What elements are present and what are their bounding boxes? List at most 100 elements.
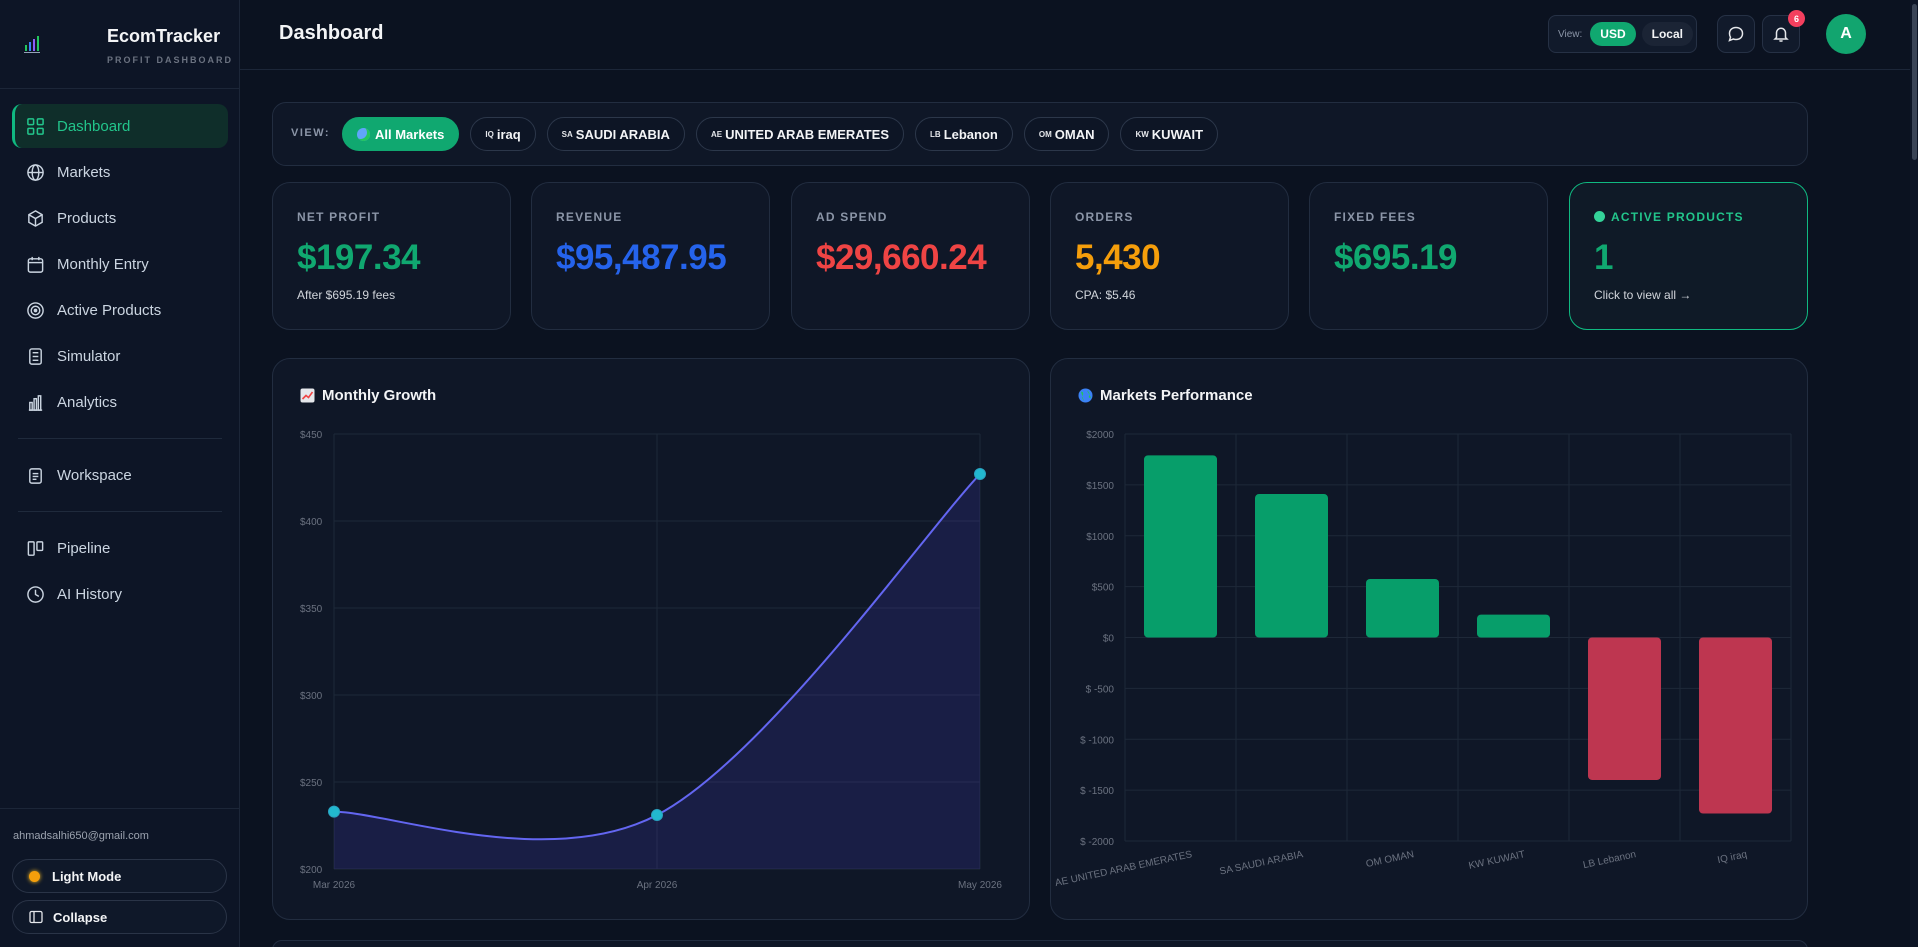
markets-performance-panel: Markets Performance $ -2000 $ -1500 $ -100… xyxy=(1050,358,1808,920)
sidebar-item-active-products[interactable]: Active Products xyxy=(12,288,228,332)
globe-icon xyxy=(27,163,44,181)
page-title: Dashboard xyxy=(279,22,384,44)
market-option-saudi-arabia[interactable]: SA SAUDI ARABIA xyxy=(546,117,685,151)
sidebar-item-analytics[interactable]: Analytics xyxy=(12,380,228,424)
y-tick-label: $200 xyxy=(300,865,323,876)
grid-icon xyxy=(27,117,44,135)
data-point xyxy=(651,809,663,822)
y-tick-label: $500 xyxy=(1092,583,1115,594)
kanban-icon xyxy=(27,540,44,556)
currency-option-usd[interactable]: USD xyxy=(1590,22,1636,46)
kpi-label: AD SPEND xyxy=(816,210,888,224)
chart-title: Monthly Growth xyxy=(322,387,437,404)
x-tick-label: Mar 2026 xyxy=(313,880,356,891)
panel-title: Markets Performance xyxy=(1078,387,1253,404)
sidebar-item-label: Simulator xyxy=(57,347,121,365)
y-tick-label: $300 xyxy=(300,691,323,702)
sidebar-item-label: AI History xyxy=(57,585,123,603)
avatar[interactable]: A xyxy=(1826,14,1866,54)
market-option-kuwait[interactable]: KW KUWAIT xyxy=(1120,117,1219,151)
kpi-label: ORDERS xyxy=(1075,210,1134,224)
y-tick-label: $1000 xyxy=(1086,532,1114,543)
view-all-link[interactable]: Click to view all → xyxy=(1594,288,1692,302)
chat-icon xyxy=(1728,26,1744,42)
bar-chart-icon xyxy=(28,394,43,411)
y-tick-label: $2000 xyxy=(1086,430,1114,441)
country-code: LB xyxy=(930,129,941,139)
scrollbar-track[interactable] xyxy=(1910,0,1918,947)
notifications-button[interactable]: 6 xyxy=(1762,10,1805,53)
x-tick-label: IQ iraq xyxy=(1716,849,1748,866)
logo-icon xyxy=(24,36,40,53)
notification-badge: 6 xyxy=(1788,10,1805,27)
kpi-revenue: REVENUE $95,487.95 xyxy=(531,182,770,330)
panel-title: Monthly Growth xyxy=(300,387,436,404)
market-option-label: UNITED ARAB EMERATES xyxy=(725,126,890,142)
sidebar-item-label: Analytics xyxy=(57,393,118,411)
kpi-active-products-card[interactable]: ACTIVE PRODUCTS 1 Click to view all → xyxy=(1569,182,1808,330)
brand: EcomTracker PROFIT DASHBOARD xyxy=(0,0,239,89)
sidebar-item-dashboard[interactable]: Dashboard xyxy=(12,104,228,148)
data-point xyxy=(974,468,986,481)
market-option-uae[interactable]: AE UNITED ARAB EMERATES xyxy=(695,117,905,151)
divider xyxy=(18,511,222,512)
monthly-growth-chart: $200 $250 $300 $350 $400 $450 Mar 2026 Apr 2026… xyxy=(300,430,1002,891)
market-option-label: All Markets xyxy=(375,126,445,142)
next-section-panel xyxy=(272,940,1808,947)
x-tick-label: LB Lebanon xyxy=(1582,849,1637,871)
y-tick-label: $1500 xyxy=(1086,481,1114,492)
sidebar-collapse-icon xyxy=(29,910,43,924)
sidebar-item-monthly-entry[interactable]: Monthly Entry xyxy=(12,242,228,286)
brand-subtitle: PROFIT DASHBOARD xyxy=(107,55,233,65)
kpi-value: $29,660.24 xyxy=(816,238,987,277)
country-code: OM xyxy=(1038,129,1052,139)
sidebar-item-pipeline[interactable]: Pipeline xyxy=(12,526,228,570)
sidebar-item-label: Dashboard xyxy=(57,117,131,135)
bell-icon xyxy=(1773,27,1789,42)
x-tick-label: OM OMAN xyxy=(1365,849,1415,870)
y-tick-label: $400 xyxy=(300,517,323,528)
sidebar-item-simulator[interactable]: Simulator xyxy=(12,334,228,378)
y-tick-label: $ -500 xyxy=(1086,684,1115,695)
series-line xyxy=(333,473,981,841)
light-mode-button[interactable]: Light Mode xyxy=(12,859,227,893)
scrollbar-thumb[interactable] xyxy=(1912,4,1917,160)
user-email: ahmadsalhi650@gmail.com xyxy=(13,830,149,842)
kpi-label: REVENUE xyxy=(556,210,623,224)
calendar-icon xyxy=(27,256,44,273)
x-tick-label: AE UNITED ARAB EMERATES xyxy=(1054,849,1193,889)
currency-option-local[interactable]: Local xyxy=(1641,22,1693,46)
country-code: SA xyxy=(561,129,573,139)
sidebar-item-products[interactable]: Products xyxy=(12,196,228,240)
x-tick-label: May 2026 xyxy=(958,880,1002,891)
divider xyxy=(18,438,222,439)
sidebar-item-ai-history[interactable]: AI History xyxy=(12,572,228,616)
kpi-label: ACTIVE PRODUCTS xyxy=(1594,210,1744,224)
sidebar-item-markets[interactable]: Markets xyxy=(12,150,228,194)
market-option-all[interactable]: All Markets xyxy=(342,117,460,151)
country-code: KW xyxy=(1135,129,1149,139)
market-option-lebanon[interactable]: LB Lebanon xyxy=(915,117,1013,151)
collapse-button[interactable]: Collapse xyxy=(12,900,227,934)
sidebar-item-workspace[interactable]: Workspace xyxy=(12,453,228,497)
market-option-label: iraq xyxy=(496,126,521,142)
market-option-label: Lebanon xyxy=(943,126,998,142)
kpi-subtext: After $695.19 fees xyxy=(297,288,396,302)
chat-button[interactable] xyxy=(1717,15,1755,53)
bar xyxy=(1477,614,1550,638)
y-tick-label: $ -1500 xyxy=(1080,786,1114,797)
kpi-value: 1 xyxy=(1594,238,1613,277)
kpi-orders: ORDERS 5,430 CPA: $5.46 xyxy=(1050,182,1289,330)
clock-icon xyxy=(27,585,44,603)
market-filter-bar: VIEW: All Markets IQ iraq SA SAUDI ARABI… xyxy=(272,102,1808,166)
chart-up-icon xyxy=(300,388,315,403)
area-fill xyxy=(334,474,980,869)
y-tick-label: $ -1000 xyxy=(1080,735,1114,746)
sidebar: EcomTracker PROFIT DASHBOARD Dashboard M… xyxy=(0,0,240,947)
y-tick-label: $450 xyxy=(300,430,323,441)
market-option-oman[interactable]: OM OMAN xyxy=(1023,117,1110,151)
box-icon xyxy=(28,209,43,227)
kpi-label: FIXED FEES xyxy=(1334,210,1417,224)
market-option-iraq[interactable]: IQ iraq xyxy=(470,117,536,151)
y-tick-label: $250 xyxy=(300,778,323,789)
